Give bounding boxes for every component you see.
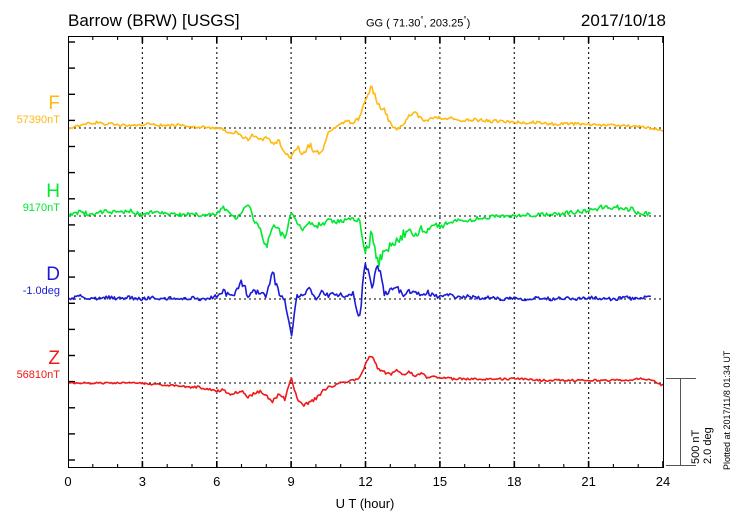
page-title: Barrow (BRW) [USGS] [68, 11, 240, 30]
trace-d [68, 262, 651, 337]
coords-mid: , 203.25 [423, 17, 464, 30]
x-tick-label-9: 9 [287, 474, 295, 489]
component-baseline-f: 57390nT [16, 114, 60, 126]
x-tick-label-12: 12 [358, 474, 373, 489]
component-baseline-h: 9170nT [22, 202, 60, 214]
x-tick-label-21: 21 [581, 474, 596, 489]
scale-bar-nt-label: 500 nT [690, 429, 702, 464]
trace-f [68, 85, 664, 160]
component-symbol-z: Z [48, 348, 60, 369]
trace-z [68, 355, 664, 407]
geographic-coordinates: GG ( 71.30°, 203.25°) [366, 15, 470, 30]
x-tick-label-15: 15 [432, 474, 448, 489]
x-axis-title: U T (hour) [335, 496, 395, 511]
x-tick-label-6: 6 [213, 474, 221, 489]
trace-canvas [68, 36, 664, 468]
scale-bar: 500 nT 2.0 deg [666, 378, 714, 468]
observation-date: 2017/10/18 [580, 11, 666, 30]
component-label-f: F 57390nT [0, 94, 60, 127]
component-baseline-d: -1.0deg [22, 285, 60, 297]
scale-bar-stem [680, 378, 681, 466]
axis-line-left [68, 36, 69, 468]
component-label-h: H 9170nT [0, 182, 60, 215]
component-symbol-d: D [46, 264, 60, 285]
scale-bar-cap-top [666, 378, 696, 379]
degree-symbol-lat: ° [420, 15, 424, 24]
component-symbol-h: H [46, 181, 60, 202]
plot-frame [68, 36, 664, 468]
component-baseline-z: 56810nT [16, 369, 60, 381]
scale-bar-deg-label: 2.0 deg [702, 427, 714, 464]
trace-h [68, 204, 651, 268]
axis-line-bottom [68, 467, 664, 468]
x-tick-label-3: 3 [138, 474, 146, 489]
x-tick-label-18: 18 [507, 474, 522, 489]
axis-line-top [68, 36, 664, 37]
component-symbol-f: F [48, 93, 60, 114]
coords-prefix: GG ( 71.30 [366, 17, 421, 30]
component-label-d: D -1.0deg [0, 265, 60, 298]
scale-bar-cap-bottom [666, 465, 696, 466]
degree-symbol-lon: ° [463, 15, 467, 24]
x-tick-label-0: 0 [64, 474, 72, 489]
axis-line-right [663, 36, 664, 468]
component-label-z: Z 56810nT [0, 349, 60, 382]
x-tick-label-24: 24 [655, 474, 671, 489]
coords-suffix: ) [466, 17, 471, 30]
plotted-at-timestamp: Plotted at 2017/11/8 01:34 UT [722, 350, 730, 470]
